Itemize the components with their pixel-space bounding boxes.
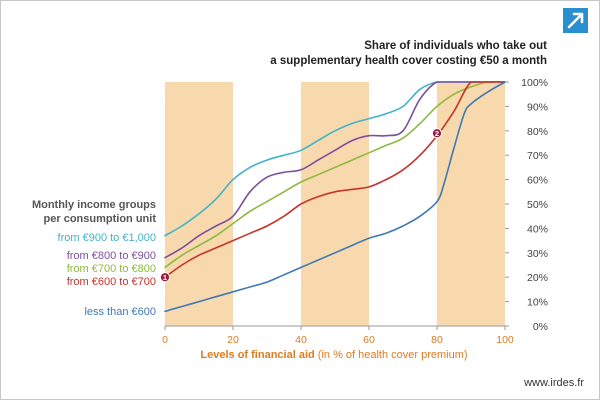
series-lines xyxy=(164,81,506,313)
annotation-label-1: 1 xyxy=(163,273,167,282)
series-line-1 xyxy=(164,81,506,259)
footer-url: www.irdes.fr xyxy=(523,377,584,389)
legend-heading-line2: per consumption unit xyxy=(44,213,157,225)
legend-entry-900-1000: from €900 to €1,000 xyxy=(58,232,156,244)
series-line-3 xyxy=(164,81,506,278)
shaded-band-0 xyxy=(165,82,233,326)
x-tick-label: 100 xyxy=(496,334,514,346)
chart-title-line2: a supplementary health cover costing €50… xyxy=(270,55,547,67)
series-line-4 xyxy=(164,81,506,313)
legend-entry-600-700: from €600 to €700 xyxy=(67,276,156,288)
x-tick-label: 80 xyxy=(431,334,443,346)
y-tick-label: 90% xyxy=(527,101,548,113)
legend-entry-700-800: from €700 to €800 xyxy=(67,263,156,275)
x-axis-label-bold: Levels of financial aid xyxy=(200,349,314,361)
y-tick-label: 60% xyxy=(527,175,548,187)
x-tick-label: 20 xyxy=(227,334,239,346)
y-tick-label: 70% xyxy=(527,150,548,162)
y-tick-label: 50% xyxy=(527,199,548,211)
annotation-marker-1 xyxy=(159,272,171,283)
diagonal-arrow-icon xyxy=(563,8,588,33)
legend-entry-less-600: less than €600 xyxy=(84,306,156,318)
axes: 0 20 40 60 80 100 0% 10% 20% 30% 40% 50% 60% 70% 80% 90… xyxy=(162,77,548,346)
y-tick-label: 80% xyxy=(527,126,548,138)
x-tick-label: 60 xyxy=(363,334,375,346)
shaded-bands xyxy=(165,82,505,326)
x-tick-label: 0 xyxy=(162,334,168,346)
chart-title-line1: Share of individuals who take out xyxy=(364,40,547,52)
x-tick-label: 40 xyxy=(295,334,307,346)
y-tick-label: 20% xyxy=(527,272,548,284)
y-tick-label: 30% xyxy=(527,248,548,260)
shaded-band-1 xyxy=(301,82,369,326)
y-tick-label: 40% xyxy=(527,223,548,235)
x-axis-label-normal: (in % of health cover premium) xyxy=(315,349,468,361)
annotation-marker-2 xyxy=(431,128,443,139)
shaded-band-2 xyxy=(437,82,505,326)
series-line-2 xyxy=(164,81,506,269)
x-axis-label: Levels of financial aid (in % of health … xyxy=(200,349,467,361)
annotation-label-2: 2 xyxy=(435,129,439,138)
y-tick-label: 0% xyxy=(533,321,548,333)
annotations: 12 xyxy=(159,128,443,283)
legend-heading-line1: Monthly income groups xyxy=(32,199,156,211)
y-tick-label: 10% xyxy=(527,297,548,309)
y-tick-label: 100% xyxy=(521,77,548,89)
legend-entry-800-900: from €800 to €900 xyxy=(67,250,156,262)
